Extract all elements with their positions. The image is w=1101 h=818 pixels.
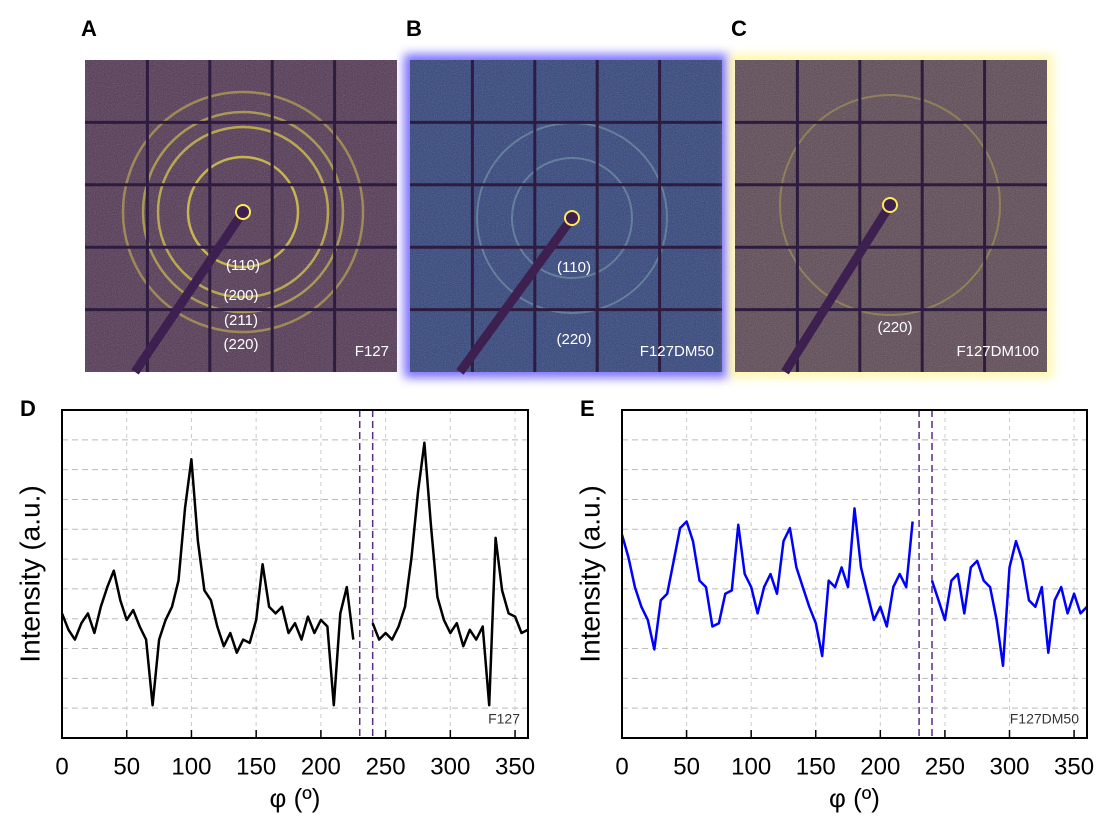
panel-label: A (81, 16, 97, 41)
reflection-label: (211) (224, 312, 258, 329)
data-line (60, 441, 529, 707)
diffraction-ring (141, 110, 345, 314)
annotation: F127 (488, 711, 520, 727)
image-noise (735, 60, 1047, 372)
panel-label: B (406, 16, 422, 41)
sample-name: F127 (355, 343, 389, 360)
x-tick-label: 50 (113, 753, 140, 780)
reflection-label: (110) (226, 257, 260, 274)
reflection-label: (220) (556, 331, 591, 348)
beamstop (882, 197, 898, 213)
x-tick-label: 100 (731, 753, 771, 780)
reflection-label: (220) (877, 319, 912, 336)
x-axis-label: φ (º) (829, 783, 880, 813)
data-line (620, 507, 1088, 668)
annotation: F127DM50 (1010, 711, 1079, 727)
sample-name: F127DM100 (956, 343, 1039, 360)
beamstop (564, 210, 580, 226)
diffraction-ring (186, 155, 300, 269)
x-tick-label: 0 (615, 753, 628, 780)
reflection-label: (220) (223, 336, 258, 353)
panel-label: C (731, 16, 747, 41)
x-tick-label: 0 (55, 753, 68, 780)
diffraction-ring (511, 157, 633, 279)
x-tick-label: 300 (430, 753, 470, 780)
diffraction-ring (779, 94, 1001, 316)
plot-frame (621, 409, 1088, 739)
y-axis-label: Intensity (a.u.) (574, 485, 605, 662)
x-tick-label: 350 (495, 753, 535, 780)
diffraction-ring (121, 90, 365, 334)
plot-frame (61, 409, 529, 739)
x-tick-label: 150 (796, 753, 836, 780)
reflection-label: (200) (223, 287, 258, 304)
panel-label: D (20, 396, 36, 421)
x-tick-label: 200 (860, 753, 900, 780)
x-axis-label: φ (º) (270, 783, 321, 813)
x-tick-label: 100 (171, 753, 211, 780)
reflection-label: (110) (557, 259, 591, 276)
beamstop (235, 204, 251, 220)
beamstop-arm (456, 215, 576, 375)
x-tick-label: 150 (236, 753, 276, 780)
sample-name: F127DM50 (640, 343, 714, 360)
x-tick-label: 300 (989, 753, 1029, 780)
beamstop-arm (131, 209, 247, 375)
x-tick-label: 250 (925, 753, 965, 780)
y-axis-label: Intensity (a.u.) (14, 485, 45, 662)
x-tick-label: 250 (366, 753, 406, 780)
x-tick-label: 350 (1054, 753, 1094, 780)
beamstop-arm (781, 202, 894, 375)
x-tick-label: 200 (301, 753, 341, 780)
x-tick-label: 50 (673, 753, 700, 780)
panel-label: E (580, 396, 595, 421)
diffraction-ring (156, 125, 330, 299)
